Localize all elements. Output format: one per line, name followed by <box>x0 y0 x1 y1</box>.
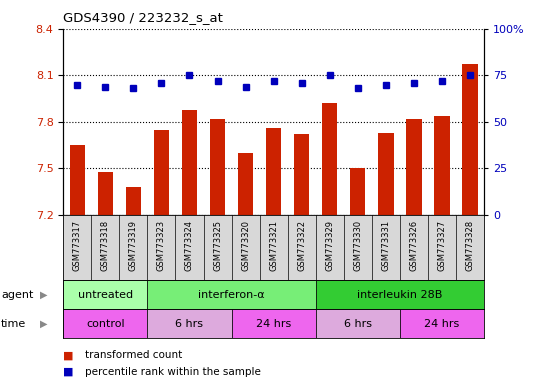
Bar <box>266 128 282 215</box>
Bar <box>125 187 141 215</box>
Bar <box>69 145 85 215</box>
Bar <box>63 309 147 338</box>
Text: GSM773331: GSM773331 <box>381 220 390 271</box>
Text: ▶: ▶ <box>40 290 47 300</box>
Text: GSM773320: GSM773320 <box>241 220 250 271</box>
Bar <box>350 169 366 215</box>
Text: ▶: ▶ <box>40 318 47 329</box>
Text: GSM773325: GSM773325 <box>213 220 222 271</box>
Text: GSM773321: GSM773321 <box>269 220 278 271</box>
Text: GSM773319: GSM773319 <box>129 220 138 271</box>
Bar <box>406 119 422 215</box>
Bar <box>238 153 254 215</box>
Bar <box>294 134 310 215</box>
Text: GSM773317: GSM773317 <box>73 220 82 271</box>
Text: GSM773330: GSM773330 <box>353 220 362 271</box>
Bar <box>400 309 484 338</box>
Text: ■: ■ <box>63 350 74 360</box>
Text: agent: agent <box>1 290 34 300</box>
Text: GDS4390 / 223232_s_at: GDS4390 / 223232_s_at <box>63 12 223 25</box>
Bar <box>434 116 450 215</box>
Bar <box>462 65 478 215</box>
Text: untreated: untreated <box>78 290 133 300</box>
Text: 6 hrs: 6 hrs <box>175 318 204 329</box>
Text: GSM773318: GSM773318 <box>101 220 110 271</box>
Text: percentile rank within the sample: percentile rank within the sample <box>85 367 261 377</box>
Text: time: time <box>1 318 26 329</box>
Bar <box>232 309 316 338</box>
Text: ■: ■ <box>63 367 74 377</box>
Text: 24 hrs: 24 hrs <box>424 318 460 329</box>
Bar <box>97 172 113 215</box>
Bar <box>147 280 316 309</box>
Bar <box>316 309 400 338</box>
Bar <box>63 280 147 309</box>
Text: 6 hrs: 6 hrs <box>344 318 372 329</box>
Text: GSM773329: GSM773329 <box>325 220 334 271</box>
Text: interleukin 28B: interleukin 28B <box>357 290 443 300</box>
Text: GSM773324: GSM773324 <box>185 220 194 271</box>
Text: GSM773322: GSM773322 <box>297 220 306 271</box>
Bar <box>322 103 338 215</box>
Bar <box>210 119 226 215</box>
Text: GSM773328: GSM773328 <box>465 220 475 271</box>
Text: control: control <box>86 318 125 329</box>
Text: GSM773327: GSM773327 <box>437 220 447 271</box>
Text: GSM773326: GSM773326 <box>409 220 419 271</box>
Bar <box>316 280 484 309</box>
Bar <box>147 309 232 338</box>
Text: transformed count: transformed count <box>85 350 183 360</box>
Text: interferon-α: interferon-α <box>198 290 265 300</box>
Bar <box>153 130 169 215</box>
Bar <box>182 109 197 215</box>
Bar <box>378 133 394 215</box>
Text: 24 hrs: 24 hrs <box>256 318 292 329</box>
Text: GSM773323: GSM773323 <box>157 220 166 271</box>
